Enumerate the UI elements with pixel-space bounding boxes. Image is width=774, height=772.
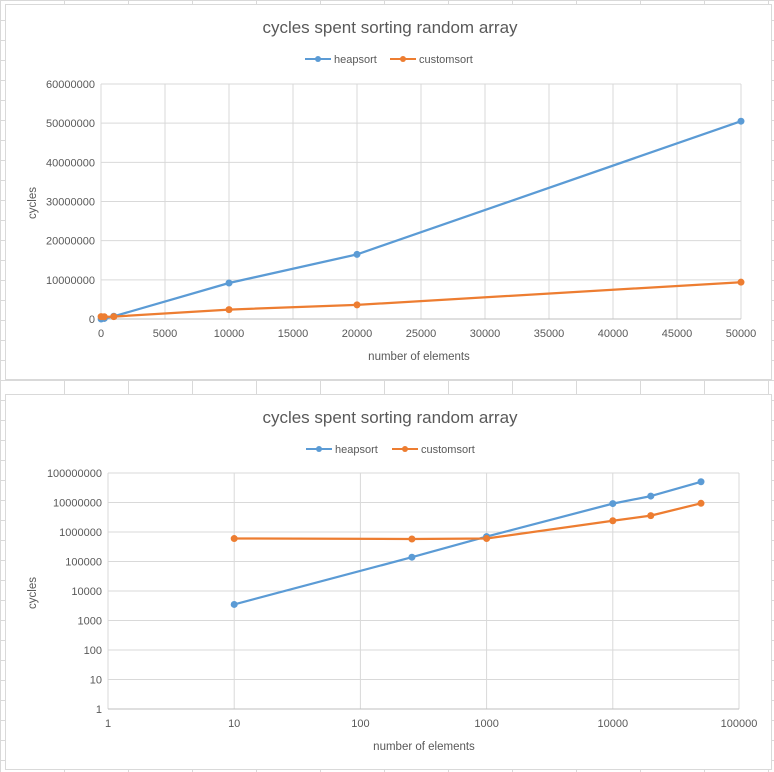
x-tick-label: 50000 bbox=[726, 328, 757, 340]
linear-chart: cycles spent sorting random array heapso… bbox=[5, 4, 772, 380]
x-tick-label: 5000 bbox=[153, 328, 177, 340]
x-tick-label: 1 bbox=[105, 718, 111, 730]
x-tick-label: 10000 bbox=[214, 328, 245, 340]
data-point-heapsort bbox=[697, 478, 705, 486]
y-tick-label: 10000000 bbox=[46, 275, 95, 287]
series-line-heapsort bbox=[233, 480, 702, 606]
legend-customsort-label: customsort bbox=[421, 444, 475, 456]
y-tick-label: 10000000 bbox=[53, 498, 102, 510]
x-tick-label: 35000 bbox=[534, 328, 565, 340]
legend-heapsort-marker bbox=[316, 446, 322, 452]
legend: heapsort customsort bbox=[306, 444, 475, 456]
linear-chart-svg: cycles spent sorting random array heapso… bbox=[27, 18, 756, 363]
y-tick-label: 10000 bbox=[71, 586, 102, 598]
y-axis-title: cycles bbox=[27, 187, 39, 219]
plot-area: 1 10 100 1000 10000 100000 1 10 100 1000 10000 1000… bbox=[47, 468, 757, 730]
legend-heapsort-label: heapsort bbox=[335, 444, 378, 456]
legend-customsort-marker bbox=[402, 446, 408, 452]
legend: heapsort customsort bbox=[305, 54, 473, 66]
y-tick-label: 10 bbox=[90, 675, 102, 687]
data-point-customsort bbox=[408, 535, 416, 543]
x-axis-title: number of elements bbox=[368, 351, 470, 363]
x-tick-label: 100000 bbox=[721, 718, 758, 730]
data-point-heapsort bbox=[737, 117, 745, 125]
data-point-customsort bbox=[483, 535, 491, 543]
y-tick-label: 1 bbox=[96, 704, 102, 716]
plot-area: 0 5000 10000 15000 20000 25000 30000 35000 40000… bbox=[46, 79, 756, 340]
x-tick-label: 10000 bbox=[598, 718, 629, 730]
x-tick-label: 45000 bbox=[662, 328, 693, 340]
data-point-customsort bbox=[230, 535, 238, 543]
y-tick-label: 100000 bbox=[65, 557, 102, 569]
legend-heapsort-marker bbox=[315, 56, 321, 62]
data-point-heapsort bbox=[647, 492, 655, 500]
data-point-customsort bbox=[100, 313, 108, 321]
y-tick-label: 60000000 bbox=[46, 79, 95, 91]
data-point-heapsort bbox=[225, 279, 233, 287]
data-point-customsort bbox=[353, 301, 361, 309]
x-tick-label: 0 bbox=[98, 328, 104, 340]
data-point-heapsort bbox=[353, 250, 361, 258]
log-chart-svg: cycles spent sorting random array heapso… bbox=[27, 408, 757, 753]
y-tick-label: 1000 bbox=[78, 616, 102, 628]
data-point-customsort bbox=[609, 517, 617, 525]
x-tick-label: 40000 bbox=[598, 328, 629, 340]
data-point-heapsort bbox=[408, 553, 416, 561]
x-tick-label: 15000 bbox=[278, 328, 309, 340]
data-point-customsort bbox=[697, 499, 705, 507]
data-point-customsort bbox=[647, 512, 655, 520]
x-tick-label: 30000 bbox=[470, 328, 501, 340]
y-tick-label: 50000000 bbox=[46, 118, 95, 130]
y-tick-label: 40000000 bbox=[46, 157, 95, 169]
data-point-customsort bbox=[110, 313, 118, 321]
data-point-heapsort bbox=[230, 600, 238, 608]
legend-customsort-marker bbox=[400, 56, 406, 62]
series-line-customsort bbox=[234, 502, 702, 541]
x-tick-label: 100 bbox=[351, 718, 369, 730]
y-tick-label: 30000000 bbox=[46, 197, 95, 209]
data-point-customsort bbox=[225, 306, 233, 314]
x-tick-label: 25000 bbox=[406, 328, 437, 340]
x-tick-label: 20000 bbox=[342, 328, 373, 340]
y-tick-label: 20000000 bbox=[46, 236, 95, 248]
y-tick-label: 100000000 bbox=[47, 468, 102, 480]
y-tick-label: 100 bbox=[84, 645, 102, 657]
x-tick-label: 1000 bbox=[474, 718, 498, 730]
y-tick-label: 1000000 bbox=[59, 527, 102, 539]
chart-title: cycles spent sorting random array bbox=[262, 18, 518, 37]
log-chart: cycles spent sorting random array heapso… bbox=[5, 394, 772, 770]
chart-title: cycles spent sorting random array bbox=[262, 408, 518, 427]
x-axis-title: number of elements bbox=[373, 741, 475, 753]
legend-customsort-label: customsort bbox=[419, 54, 473, 66]
y-axis-title: cycles bbox=[27, 577, 39, 609]
data-point-heapsort bbox=[609, 500, 617, 508]
data-point-customsort bbox=[737, 278, 745, 286]
x-tick-label: 10 bbox=[228, 718, 240, 730]
legend-heapsort-label: heapsort bbox=[334, 54, 377, 66]
y-tick-label: 0 bbox=[89, 314, 95, 326]
